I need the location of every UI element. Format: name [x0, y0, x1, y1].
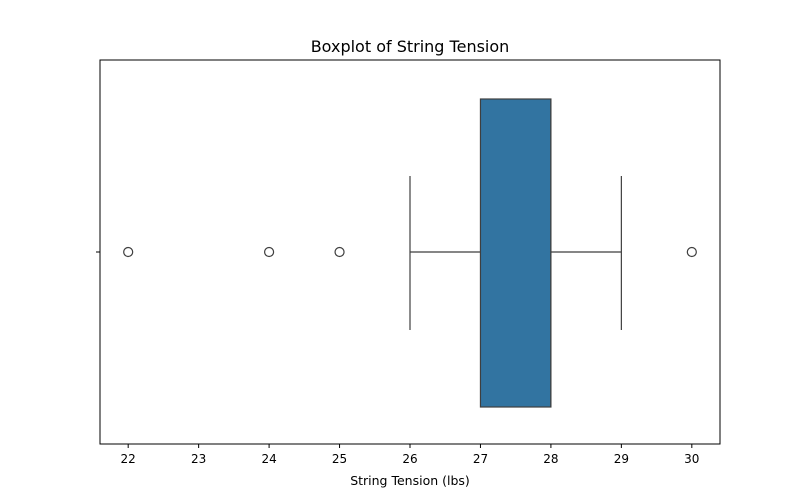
- x-tick-label: 23: [191, 452, 206, 466]
- box-iqr: [479, 98, 552, 408]
- outlier-point: [123, 246, 134, 258]
- x-tick-label: 29: [614, 452, 629, 466]
- x-tick-label: 26: [402, 452, 417, 466]
- chart-title: Boxplot of String Tension: [311, 37, 510, 56]
- x-tick-label: 28: [543, 452, 558, 466]
- x-tick-label: 25: [332, 452, 347, 466]
- x-tick-label: 24: [261, 452, 276, 466]
- outlier-point: [334, 246, 345, 258]
- x-axis-label: String Tension (lbs): [350, 473, 470, 488]
- outlier-point: [263, 246, 275, 258]
- outlier-point: [686, 246, 697, 258]
- x-tick-label: 27: [473, 452, 488, 466]
- x-tick-label: 30: [684, 452, 699, 466]
- x-tick-label: 22: [121, 452, 136, 466]
